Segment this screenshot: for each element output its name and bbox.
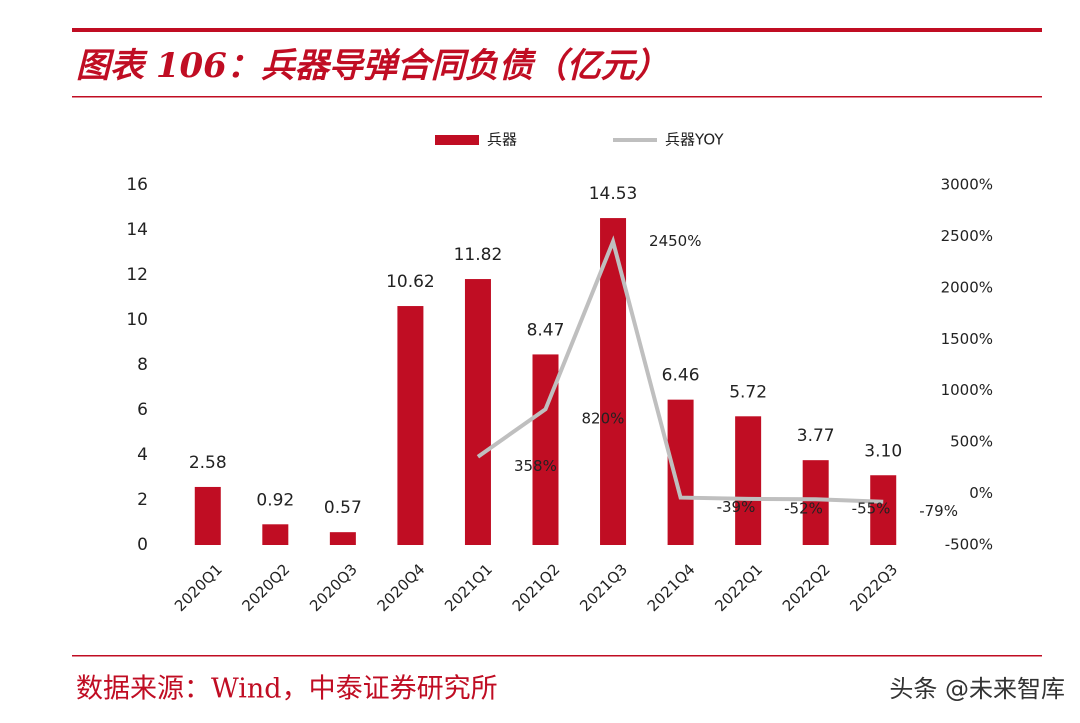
x-tick-label: 2020Q2	[239, 560, 294, 615]
bar-value-label: 0.92	[256, 490, 294, 510]
y2-tick-label: 3000%	[941, 176, 993, 194]
y2-tick-label: 1000%	[941, 381, 993, 399]
bar-value-label: 14.53	[589, 184, 638, 204]
y-tick-label: 4	[137, 445, 148, 465]
y-tick-label: 0	[137, 535, 148, 555]
bar-value-label: 8.47	[527, 320, 565, 340]
y-tick-label: 12	[126, 265, 148, 285]
top-rule	[72, 28, 1042, 32]
bar-value-label: 6.46	[662, 366, 700, 386]
x-tick-label: 2020Q4	[374, 560, 429, 615]
watermark: 头条 @未来智库	[889, 675, 1065, 703]
bar	[262, 524, 289, 545]
source-note: 数据来源：Wind，中泰证券研究所	[76, 674, 498, 705]
y2-tick-label: 2000%	[941, 278, 993, 296]
y-tick-label: 10	[126, 310, 148, 330]
x-tick-label: 2020Q3	[306, 560, 361, 615]
x-tick-label: 2022Q3	[846, 560, 901, 615]
legend-label: 兵器	[487, 131, 517, 149]
line-value-label: 820%	[582, 410, 625, 428]
yoy-line	[476, 235, 884, 504]
line-value-label: -52%	[784, 499, 823, 517]
y2-tick-label: 500%	[950, 433, 993, 451]
y-tick-label: 14	[126, 220, 148, 240]
x-tick-label: 2021Q4	[644, 560, 699, 615]
x-tick-label: 2022Q2	[779, 560, 834, 615]
bar	[802, 460, 829, 545]
x-tick-label: 2021Q1	[441, 560, 496, 615]
bar-value-label: 5.72	[729, 382, 767, 402]
bar	[735, 416, 762, 545]
bar-value-label: 3.10	[864, 441, 902, 461]
bar-value-label: 0.57	[324, 498, 362, 518]
y-tick-label: 16	[126, 175, 148, 195]
y2-tick-label: -500%	[945, 536, 993, 554]
x-tick-label: 2021Q3	[576, 560, 631, 615]
y-tick-label: 2	[137, 490, 148, 510]
y-tick-label: 8	[137, 355, 148, 375]
y2-tick-label: 1500%	[941, 330, 993, 348]
bottom-rule	[72, 655, 1042, 657]
line-value-label: -39%	[717, 498, 756, 516]
bar-value-label: 2.58	[189, 453, 227, 473]
bar	[397, 306, 424, 545]
y-tick-label: 6	[137, 400, 148, 420]
line-value-label: -55%	[852, 500, 891, 518]
page-title: 图表 106：兵器导弹合同负债（亿元）	[76, 46, 669, 86]
bar	[194, 486, 221, 545]
bar	[329, 532, 356, 545]
title-rule	[72, 96, 1042, 98]
line-value-label: -79%	[919, 502, 958, 520]
bar	[667, 399, 694, 545]
line-value-label: 2450%	[649, 232, 701, 250]
bar-value-label: 11.82	[454, 245, 503, 265]
y2-tick-label: 0%	[969, 484, 993, 502]
x-tick-label: 2020Q1	[171, 560, 226, 615]
bar-value-label: 10.62	[386, 272, 435, 292]
x-tick-label: 2021Q2	[509, 560, 564, 615]
x-tick-label: 2022Q1	[711, 560, 766, 615]
bar	[464, 279, 491, 545]
legend-swatch	[435, 135, 479, 145]
bar	[870, 475, 897, 545]
line-value-label: 358%	[514, 457, 557, 475]
y2-tick-label: 2500%	[941, 227, 993, 245]
bar-value-label: 3.77	[797, 426, 835, 446]
legend-label: 兵器YOY	[665, 131, 724, 149]
